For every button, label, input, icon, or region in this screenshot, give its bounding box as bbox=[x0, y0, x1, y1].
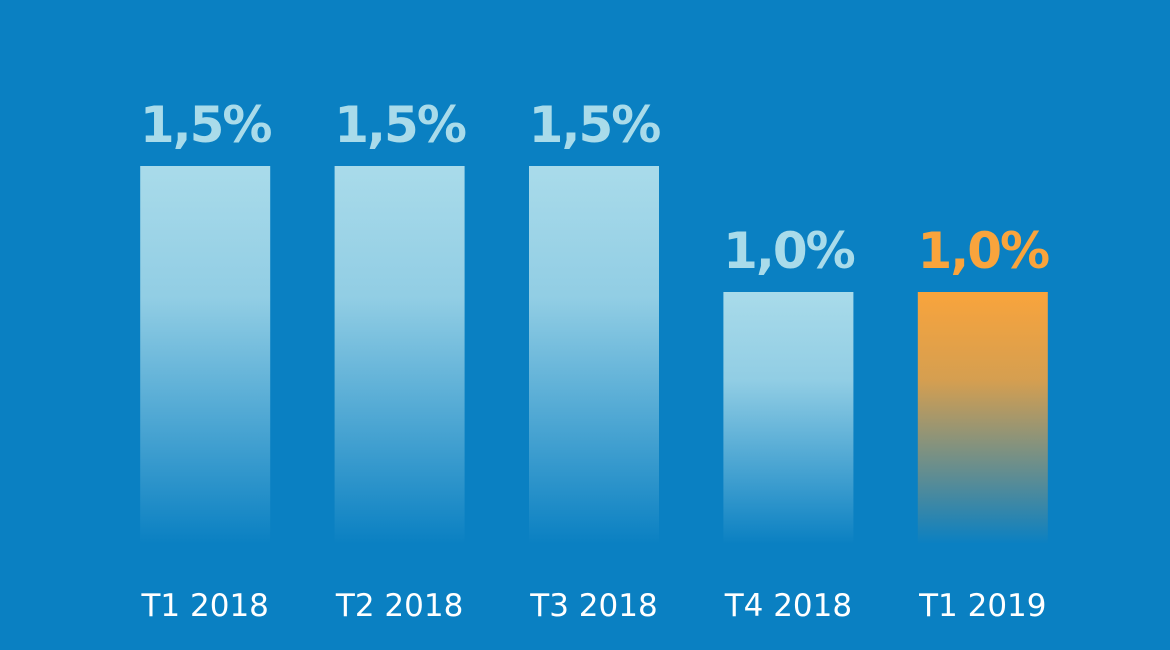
x-tick-label: T1 2019 bbox=[918, 588, 1046, 624]
value-label: 1,5% bbox=[334, 96, 466, 154]
bar bbox=[140, 166, 271, 544]
value-label: 1,5% bbox=[140, 96, 272, 154]
bar bbox=[334, 166, 465, 544]
x-tick-label: T1 2018 bbox=[140, 588, 268, 624]
bar bbox=[529, 166, 659, 544]
x-tick-label: T2 2018 bbox=[335, 588, 463, 624]
x-tick-label: T3 2018 bbox=[529, 588, 657, 624]
bar bbox=[723, 292, 854, 544]
value-label: 1,0% bbox=[723, 222, 855, 280]
x-tick-label: T4 2018 bbox=[724, 588, 852, 624]
value-label: 1,0% bbox=[917, 222, 1049, 280]
value-label: 1,5% bbox=[529, 96, 661, 154]
bar bbox=[917, 292, 1048, 544]
